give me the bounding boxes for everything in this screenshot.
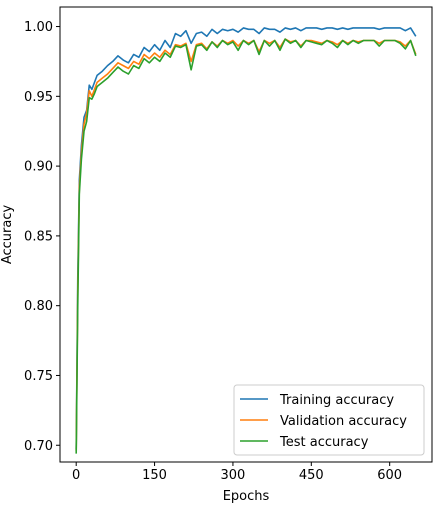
plot-area	[59, 6, 433, 463]
legend-label: Test accuracy	[279, 435, 369, 450]
x-tick-label: 600	[377, 468, 402, 483]
y-tick-label: 0.90	[24, 160, 53, 175]
x-tick-label: 150	[142, 468, 167, 483]
legend: Training accuracy Validation accuracy Test…	[233, 384, 425, 456]
y-tick-label: 0.70	[24, 439, 53, 454]
y-tick-label: 0.85	[24, 229, 53, 244]
series-line-0	[75, 27, 417, 450]
x-tick-label: 300	[221, 468, 246, 483]
y-tick-label: 1.00	[24, 20, 53, 35]
plot-frame	[59, 6, 433, 463]
x-axis-label: Epochs	[223, 489, 270, 504]
series-line-2	[75, 38, 417, 454]
y-axis-label: Accuracy	[0, 205, 15, 265]
series-layer	[75, 27, 417, 454]
legend-label: Validation accuracy	[280, 414, 407, 429]
x-tick-label: 0	[72, 468, 80, 483]
x-tick-label: 450	[299, 468, 324, 483]
y-tick-label: 0.80	[24, 299, 53, 314]
legend-label: Training accuracy	[279, 393, 394, 408]
y-axis-ticks: 0.70 0.75 0.80 0.85 0.90 0.95 1.00	[24, 20, 60, 454]
y-tick-label: 0.75	[24, 369, 53, 384]
legend-box	[233, 384, 425, 456]
y-tick-label: 0.95	[24, 90, 53, 105]
x-axis-ticks: 0 150 300 450 600	[72, 462, 402, 483]
